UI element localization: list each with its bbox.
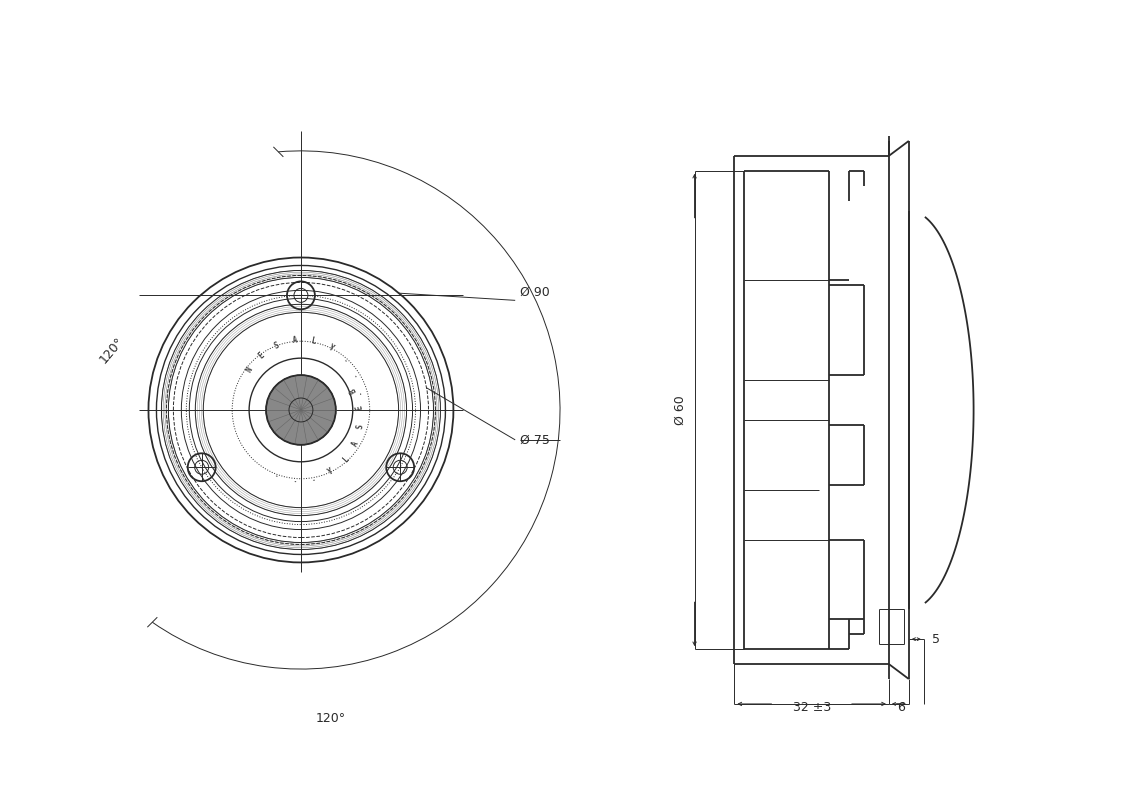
Text: S: S <box>272 340 280 350</box>
Text: L: L <box>341 455 350 465</box>
Text: 120°: 120° <box>97 334 127 366</box>
Text: Y: Y <box>326 466 335 477</box>
Text: .: . <box>350 372 360 380</box>
Text: 120°: 120° <box>316 712 345 726</box>
Text: E: E <box>355 404 365 410</box>
Text: .: . <box>341 355 350 365</box>
Text: Ø 75: Ø 75 <box>520 434 549 446</box>
Text: B: B <box>348 386 358 394</box>
Circle shape <box>266 375 336 445</box>
Text: Ø 60: Ø 60 <box>674 395 686 425</box>
Text: S: S <box>356 423 365 429</box>
Text: N: N <box>244 366 254 374</box>
Text: .: . <box>310 474 317 483</box>
Text: 32 ±3: 32 ±3 <box>792 701 831 714</box>
Text: E: E <box>256 350 266 361</box>
Text: Ø 90: Ø 90 <box>520 286 549 298</box>
Text: A: A <box>292 336 298 346</box>
Text: Y: Y <box>326 343 335 354</box>
Text: .: . <box>272 470 280 480</box>
Text: 5: 5 <box>931 633 939 646</box>
Text: A: A <box>350 440 360 448</box>
Text: .: . <box>356 391 365 397</box>
Text: .: . <box>292 474 298 484</box>
Text: L: L <box>310 337 317 346</box>
Text: 6: 6 <box>897 701 905 714</box>
